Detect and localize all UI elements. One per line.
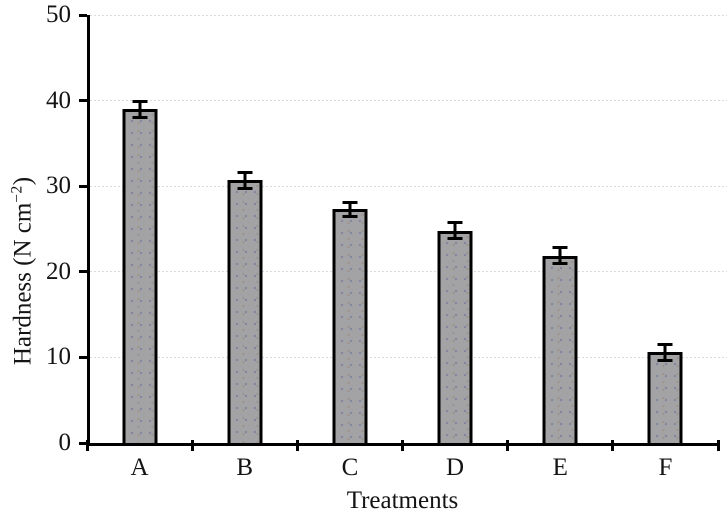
y-axis-tick-0 [79, 441, 87, 445]
x-tick-label-F: F [658, 454, 673, 481]
y-tick-label-40: 40 [46, 86, 71, 114]
error-bar-cap-top-B [237, 170, 253, 174]
error-bar-E [552, 246, 568, 265]
error-bar-F [657, 342, 673, 362]
error-bar-D [447, 221, 463, 241]
error-bar-B [237, 170, 253, 190]
y-axis-tick-20 [79, 270, 87, 274]
x-axis-boundary-tick-3 [401, 440, 404, 451]
x-tick-label-A: A [130, 454, 149, 481]
error-bar-C [342, 200, 358, 218]
error-bar-cap-top-C [342, 200, 358, 204]
category-bin-D [403, 15, 508, 443]
y-tick-label-50: 50 [46, 1, 71, 28]
error-bar-cap-top-D [447, 221, 463, 225]
error-bar-cap-top-A [132, 99, 148, 103]
error-bar-cap-bottom-E [552, 261, 568, 265]
y-tick-label-20: 20 [46, 257, 71, 285]
x-axis-boundary-tick-1 [190, 440, 194, 451]
error-bar-line-E [558, 246, 562, 265]
error-bar-cap-bottom-F [657, 358, 673, 362]
x-axis-boundary-tick-5 [611, 440, 615, 451]
x-tick-label-E: E [552, 454, 568, 481]
y-tick-label-0: 0 [58, 429, 72, 456]
category-bin-F [613, 15, 718, 443]
error-bar-cap-bottom-C [342, 214, 358, 218]
error-bar-cap-bottom-D [447, 237, 463, 241]
bar-E [542, 255, 578, 443]
error-bar-line-D [453, 221, 457, 241]
category-bin-E [508, 15, 613, 443]
gridline-30 [90, 185, 727, 187]
bar-B [227, 180, 263, 443]
y-axis-tick-30 [79, 184, 87, 188]
x-tick-label-D: D [446, 454, 465, 481]
error-bar-cap-bottom-B [237, 186, 253, 190]
y-tick-label-30: 30 [46, 172, 71, 200]
y-axis-tick-50 [79, 13, 87, 17]
x-tick-label-C: C [341, 454, 359, 481]
bar-F [647, 352, 683, 443]
error-bar-A [132, 99, 148, 119]
error-bar-cap-top-F [657, 342, 673, 346]
error-bar-line-B [243, 170, 247, 190]
error-bar-line-F [663, 342, 667, 362]
error-bar-cap-top-E [552, 246, 568, 250]
x-axis-boundary-tick-6 [716, 440, 720, 451]
x-tick-label-B: B [236, 454, 254, 481]
error-bar-line-C [348, 200, 352, 218]
bar-D [437, 230, 473, 443]
x-axis-boundary-tick-0 [85, 440, 89, 451]
error-bar-cap-bottom-A [132, 115, 148, 119]
error-bar-line-A [138, 99, 142, 119]
gridline-40 [90, 100, 727, 102]
bar-C [332, 209, 368, 443]
gridline-20 [90, 271, 727, 273]
gridline-50 [90, 14, 727, 16]
x-axis-title: Treatments [346, 487, 459, 514]
x-axis-boundary-tick-4 [506, 440, 510, 451]
category-bin-C [297, 15, 402, 443]
y-axis-tick-10 [79, 355, 87, 359]
gridline-10 [90, 356, 727, 358]
bar-A [122, 109, 158, 443]
plot-area: 0 10 20 30 40 50 A B C D E F [46, 1, 727, 481]
y-axis-tick-40 [79, 99, 87, 103]
category-bin-B [192, 15, 297, 443]
y-tick-label-10: 10 [46, 343, 71, 371]
x-axis-boundary-tick-2 [295, 440, 299, 451]
category-bin-A [87, 15, 192, 443]
